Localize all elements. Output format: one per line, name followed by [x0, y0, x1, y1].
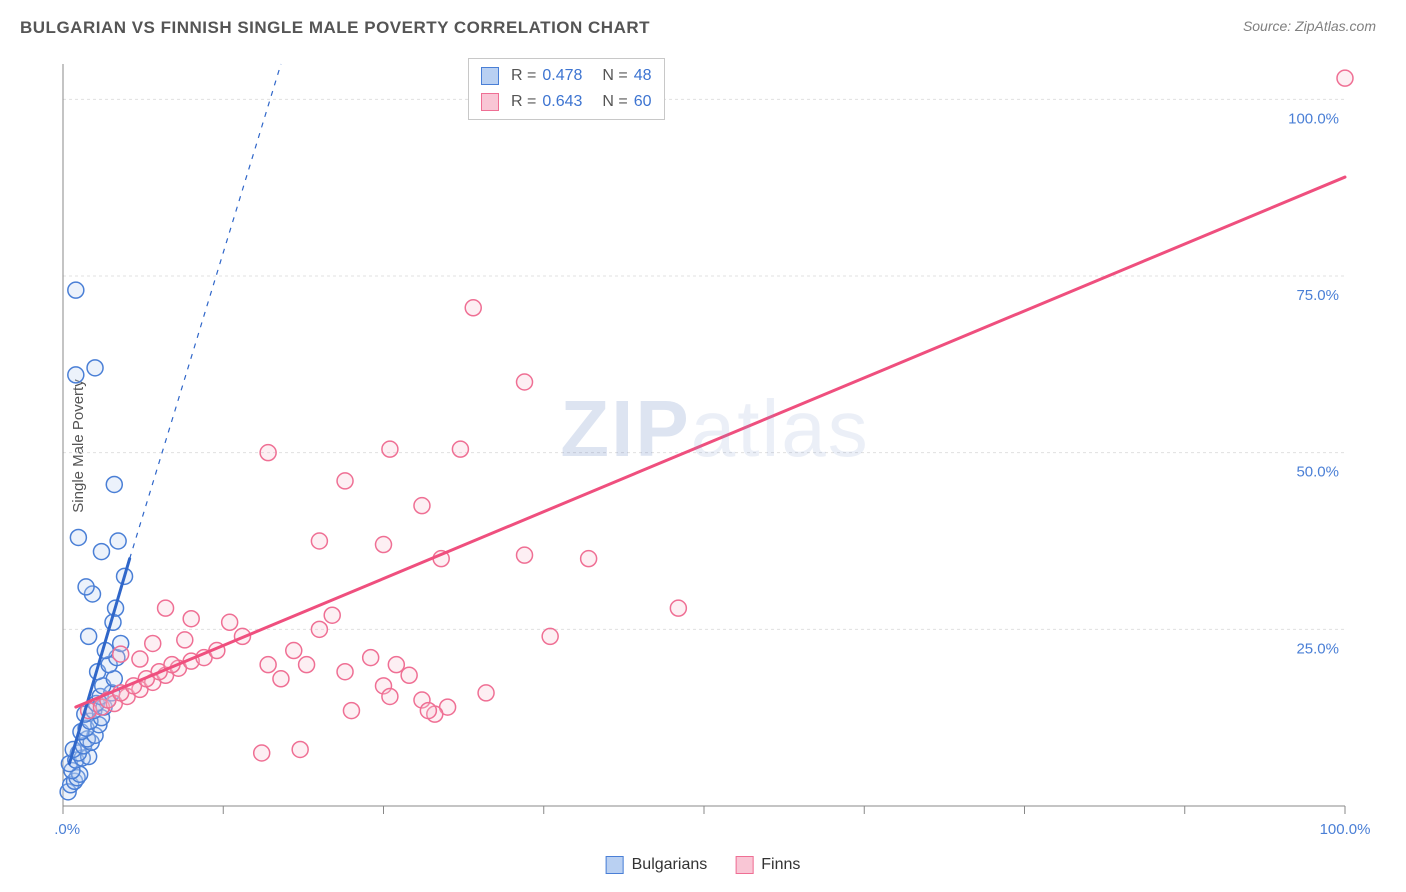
svg-text:50.0%: 50.0%: [1296, 464, 1339, 481]
plot-area: 25.0%50.0%75.0%100.0%0.0%100.0% ZIPatlas: [55, 50, 1375, 840]
stats-legend: R = 0.478 N = 48 R = 0.643 N = 60: [468, 58, 665, 120]
svg-text:100.0%: 100.0%: [1320, 821, 1371, 838]
swatch-bulgarians-bottom: [606, 856, 624, 874]
chart-title: BULGARIAN VS FINNISH SINGLE MALE POVERTY…: [20, 18, 650, 38]
svg-text:0.0%: 0.0%: [55, 821, 80, 838]
plot-svg: 25.0% 50.0% 75.0% 100.0% 0.0% 100.0%: [55, 50, 1375, 840]
legend-label: Bulgarians: [632, 856, 708, 874]
chart-source: Source: ZipAtlas.com: [1243, 18, 1376, 34]
series-legend: Bulgarians Finns: [606, 856, 801, 874]
legend-item-finns: Finns: [735, 856, 800, 874]
svg-text:100.0%: 100.0%: [1288, 110, 1339, 127]
swatch-bulgarians: [481, 67, 499, 85]
legend-item-bulgarians: Bulgarians: [606, 856, 708, 874]
swatch-finns: [481, 93, 499, 111]
correlation-chart: BULGARIAN VS FINNISH SINGLE MALE POVERTY…: [0, 0, 1406, 892]
svg-text:25.0%: 25.0%: [1296, 640, 1339, 657]
stats-row-bulgarians: R = 0.478 N = 48: [481, 63, 652, 89]
swatch-finns-bottom: [735, 856, 753, 874]
stats-row-finns: R = 0.643 N = 60: [481, 89, 652, 115]
legend-label: Finns: [761, 856, 800, 874]
svg-text:75.0%: 75.0%: [1296, 287, 1339, 304]
